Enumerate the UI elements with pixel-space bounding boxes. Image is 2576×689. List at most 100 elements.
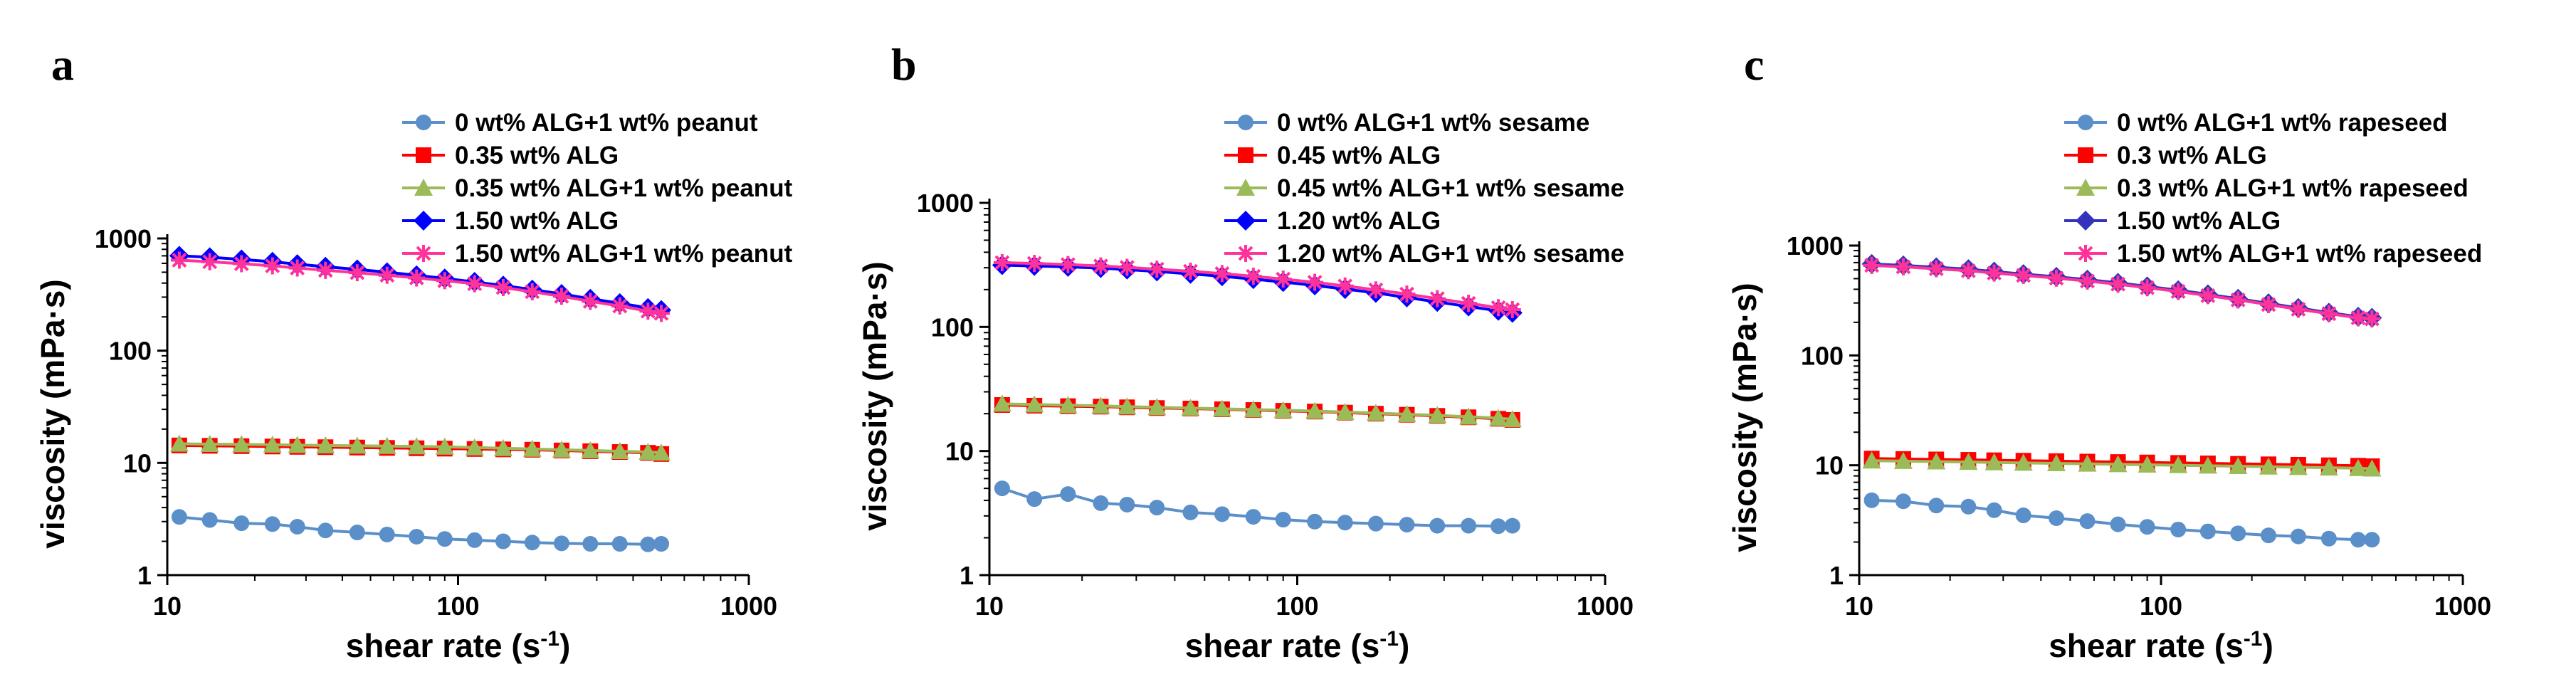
legend-marker <box>2078 147 2093 163</box>
data-point <box>1060 486 1076 503</box>
legend-marker <box>2077 245 2094 262</box>
data-point <box>1273 401 1293 419</box>
legend-marker <box>1236 179 1255 196</box>
data-point <box>1245 509 1261 525</box>
data-point <box>171 509 187 525</box>
y-axis-title: viscosity (mPa·s) <box>34 279 71 548</box>
y-tick-label: 1000 <box>917 189 974 218</box>
series-3 <box>169 434 671 461</box>
y-tick-label: 1000 <box>1787 231 1844 261</box>
data-point <box>640 536 656 552</box>
data-point <box>523 283 541 300</box>
legend-entry: 0 wt% ALG+1 wt% sesame <box>1277 109 1589 137</box>
data-point <box>1862 451 1881 469</box>
data-point <box>2079 513 2096 530</box>
data-point <box>652 443 671 461</box>
x-tick-label: 10 <box>1845 591 1873 621</box>
legend-entry: 0.35 wt% ALG+1 wt% peanut <box>455 174 793 202</box>
y-tick-label: 10 <box>945 437 974 466</box>
x-tick-label: 1000 <box>720 591 777 621</box>
data-point <box>1214 506 1230 522</box>
data-point <box>1182 504 1199 520</box>
data-point <box>263 435 282 453</box>
data-point <box>1863 492 1880 508</box>
series-3 <box>992 394 1522 428</box>
data-point <box>1118 397 1137 415</box>
data-point <box>1986 502 2002 518</box>
data-point <box>582 536 599 552</box>
x-tick-label: 100 <box>436 591 479 621</box>
data-point <box>2139 519 2155 535</box>
data-point <box>317 522 334 539</box>
legend: 0 wt% ALG+1 wt% rapeseed 0.3 wt% ALG 0.3 w… <box>2064 109 2482 268</box>
y-tick-label: 100 <box>109 337 152 366</box>
data-point <box>1275 512 1291 528</box>
legend-entry: 0.35 wt% ALG <box>455 142 619 169</box>
x-axis-title: shear rate (s-1) <box>346 627 571 664</box>
data-point <box>1367 281 1384 299</box>
data-point <box>435 437 454 455</box>
data-point <box>582 293 599 310</box>
y-tick-label: 100 <box>1801 341 1844 370</box>
series-5 <box>1863 256 2381 328</box>
data-point <box>408 269 426 287</box>
data-point <box>288 259 306 277</box>
data-point <box>2320 530 2337 547</box>
legend-entry: 1.20 wt% ALG+1 wt% sesame <box>1277 240 1624 268</box>
data-point <box>1985 264 2003 282</box>
data-point <box>170 251 188 269</box>
data-point <box>1895 493 1911 510</box>
data-point <box>2199 523 2216 540</box>
data-point <box>1058 396 1078 414</box>
data-point <box>2138 279 2156 297</box>
data-point <box>436 531 453 547</box>
data-point <box>2349 309 2367 327</box>
x-tick-label: 100 <box>1276 591 1318 621</box>
data-point <box>1092 257 1110 275</box>
data-point <box>2170 521 2187 537</box>
data-point <box>1093 495 1109 511</box>
data-point <box>1118 258 1136 276</box>
data-point <box>1491 518 1507 535</box>
legend-marker <box>2076 211 2096 231</box>
series-5 <box>170 251 671 322</box>
data-point <box>1960 498 1977 515</box>
data-point <box>2348 458 2367 476</box>
data-point <box>1026 255 1043 273</box>
data-point <box>377 436 396 454</box>
legend-marker <box>2076 179 2095 196</box>
data-point <box>992 394 1011 412</box>
data-point <box>1503 410 1522 428</box>
legend-marker <box>414 211 433 231</box>
data-point <box>2048 510 2064 526</box>
data-point <box>2229 457 2248 475</box>
data-point <box>2259 295 2277 313</box>
data-point <box>316 436 335 453</box>
data-point <box>611 297 629 315</box>
y-tick-label: 1 <box>960 561 974 590</box>
legend: 0 wt% ALG+1 wt% peanut 0.35 wt% ALG 0.35 w… <box>402 109 793 268</box>
legend-entry: 0 wt% ALG+1 wt% peanut <box>455 109 758 137</box>
data-point <box>436 272 453 290</box>
series-5 <box>993 253 1521 318</box>
data-point <box>611 536 628 552</box>
data-point <box>1306 273 1324 291</box>
y-axis-title: viscosity (mPa·s) <box>856 261 893 530</box>
legend-marker <box>1238 147 1253 163</box>
data-point <box>201 253 219 270</box>
data-point <box>1244 268 1262 285</box>
data-point <box>2230 525 2246 542</box>
data-point <box>1182 263 1199 280</box>
series-1 <box>994 480 1520 535</box>
data-point <box>1893 451 1913 469</box>
y-tick-label: 100 <box>931 312 974 342</box>
data-point <box>233 515 250 532</box>
data-point <box>2320 305 2338 322</box>
legend-entry: 0.3 wt% ALG+1 wt% rapeseed <box>2117 174 2469 202</box>
data-point <box>407 437 426 455</box>
data-point <box>378 266 396 284</box>
data-point <box>494 279 512 297</box>
data-point <box>1181 399 1200 416</box>
